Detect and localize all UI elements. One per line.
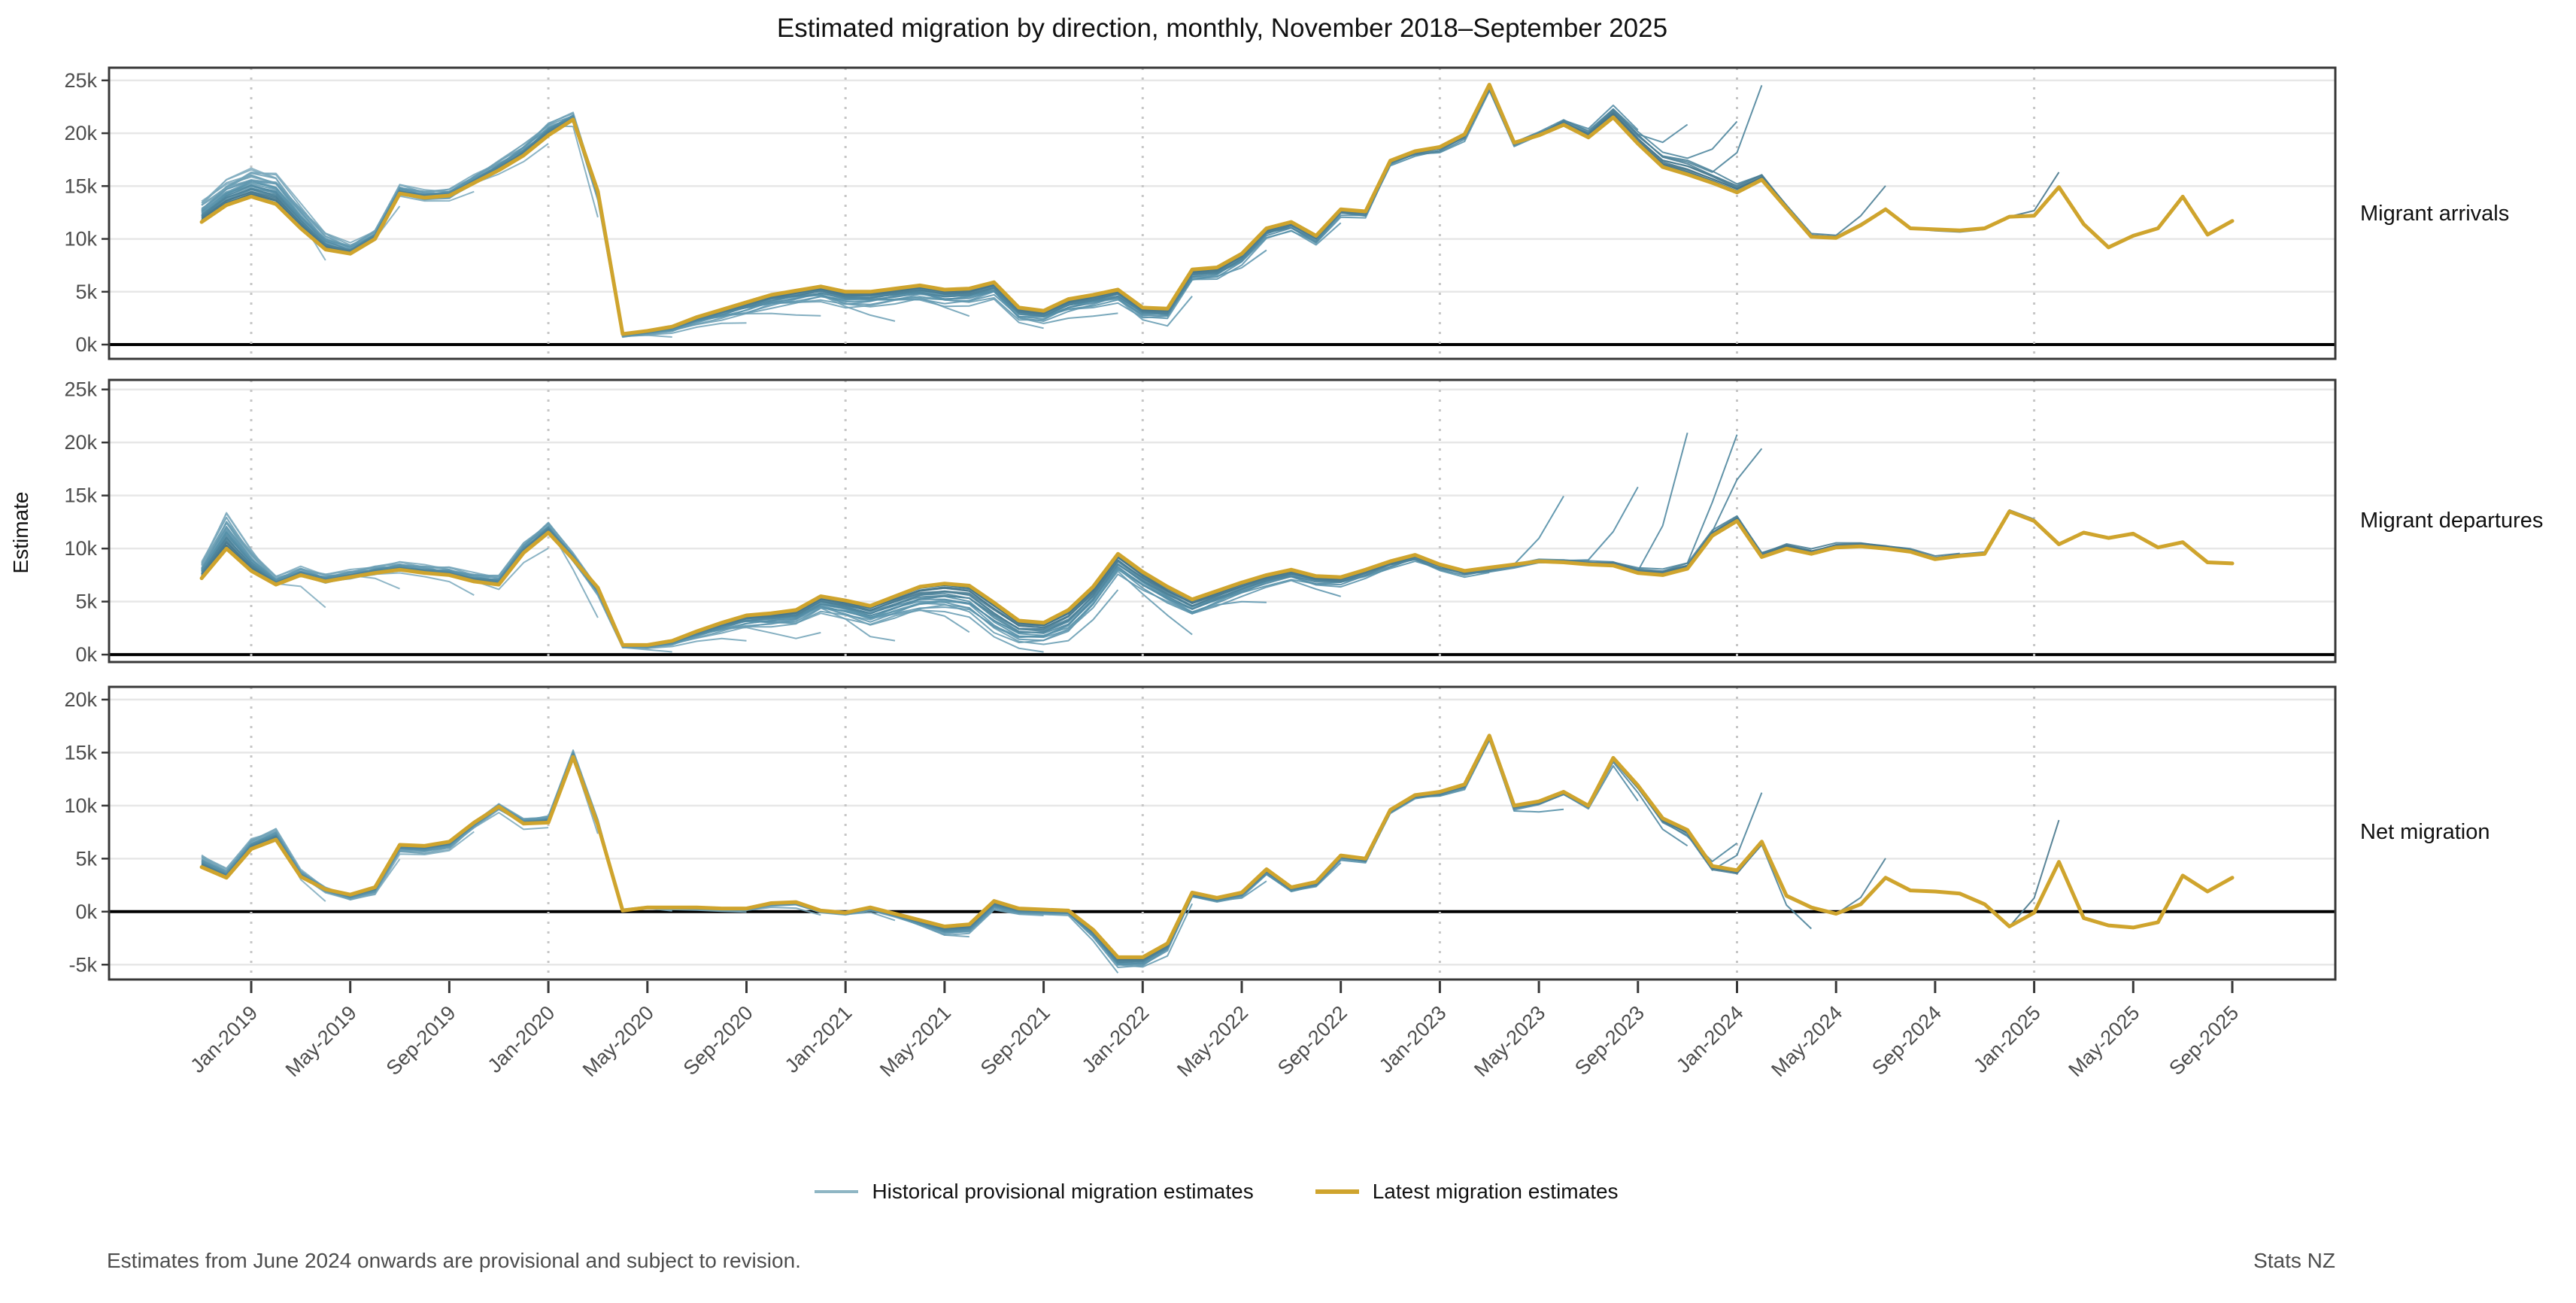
y-tick-label: 20k xyxy=(64,431,97,454)
x-tick-label: Sep-2025 xyxy=(2165,1001,2243,1080)
data-lines xyxy=(199,734,2235,973)
legend-item-latest: Latest migration estimates xyxy=(1315,1180,1619,1204)
y-tick-label: 15k xyxy=(64,175,97,197)
y-tick-label: 0k xyxy=(75,901,97,923)
panel-net: -5k 0k 5k 10k 15k 20k xyxy=(64,685,2337,981)
legend: Historical provisional migration estimat… xyxy=(0,1180,2433,1204)
x-tick-label: Jan-2023 xyxy=(1375,1001,1451,1077)
y-tick-label: 0k xyxy=(75,643,97,666)
x-tick-label: May-2023 xyxy=(1470,1001,1549,1081)
y-tick-label: 25k xyxy=(64,69,97,92)
x-tick-label: May-2025 xyxy=(2064,1001,2144,1081)
y-tick-label: 10k xyxy=(64,794,97,817)
y-tick-label: 15k xyxy=(64,741,97,764)
x-tick-label: May-2024 xyxy=(1767,1001,1846,1081)
legend-label-latest: Latest migration estimates xyxy=(1372,1180,1619,1203)
panel-departures: 0k 5k 10k 15k 20k 25k xyxy=(64,378,2337,666)
panel-border xyxy=(108,685,2337,981)
latest-estimates-line xyxy=(199,509,2235,647)
y-tick-label: 10k xyxy=(64,228,97,251)
y-tick-label: -5k xyxy=(68,953,97,976)
x-tick-label: May-2020 xyxy=(578,1001,658,1081)
x-tick-label: May-2019 xyxy=(281,1001,361,1081)
x-tick-label: Sep-2021 xyxy=(976,1001,1054,1080)
x-tick-label: Sep-2020 xyxy=(679,1001,757,1080)
legend-label-historical: Historical provisional migration estimat… xyxy=(872,1180,1254,1203)
x-tick-label: Jan-2022 xyxy=(1078,1001,1154,1077)
x-tick-label: Jan-2021 xyxy=(781,1001,857,1077)
chart-svg: 0k 5k 10k 15k 20k 25k 0k 5k 10k 15k 20k 25k -5k 0k 5k 1… xyxy=(64,66,2337,1081)
y-tick-label: 5k xyxy=(75,591,97,613)
x-tick-label: May-2021 xyxy=(875,1001,955,1081)
y-tick-label: 0k xyxy=(75,333,97,356)
x-tick-label: Sep-2019 xyxy=(382,1001,460,1080)
data-lines xyxy=(199,83,2235,339)
panel-label-departures: Migrant departures xyxy=(2360,509,2544,533)
legend-item-historical: Historical provisional migration estimat… xyxy=(815,1180,1254,1204)
y-tick-label: 15k xyxy=(64,484,97,507)
y-tick-label: 25k xyxy=(64,378,97,401)
footnote: Estimates from June 2024 onwards are pro… xyxy=(107,1249,801,1272)
panel-label-net: Net migration xyxy=(2360,820,2490,844)
y-tick-label: 20k xyxy=(64,122,97,144)
x-tick-label: Sep-2022 xyxy=(1273,1001,1352,1080)
chart-title: Estimated migration by direction, monthl… xyxy=(776,14,1668,43)
source-attribution: Stats NZ xyxy=(2253,1249,2335,1272)
x-tick-label: Sep-2023 xyxy=(1570,1001,1649,1080)
latest-line-swatch xyxy=(1315,1189,1359,1194)
panel-label-arrivals: Migrant arrivals xyxy=(2360,202,2510,226)
x-tick-label: May-2022 xyxy=(1173,1001,1252,1081)
panel-border xyxy=(108,66,2337,360)
x-tick-label: Jan-2019 xyxy=(186,1001,262,1077)
footer: Estimates from June 2024 onwards are pro… xyxy=(107,1249,2335,1273)
y-tick-label: 5k xyxy=(75,281,97,303)
y-tick-label: 10k xyxy=(64,537,97,560)
x-tick-label: Jan-2025 xyxy=(1969,1001,2045,1077)
latest-estimates-line xyxy=(199,734,2235,959)
data-lines xyxy=(199,433,2235,653)
x-tick-label: Jan-2024 xyxy=(1672,1001,1748,1077)
y-tick-label: 5k xyxy=(75,847,97,870)
x-tick-label: Jan-2020 xyxy=(484,1001,560,1077)
y-tick-label: 20k xyxy=(64,688,97,711)
x-tick-label: Sep-2024 xyxy=(1868,1001,1946,1080)
historical-line-swatch xyxy=(815,1190,859,1193)
panel-arrivals: 0k 5k 10k 15k 20k 25k xyxy=(64,66,2337,360)
panel-border xyxy=(108,378,2337,664)
latest-estimates-line xyxy=(199,83,2235,336)
